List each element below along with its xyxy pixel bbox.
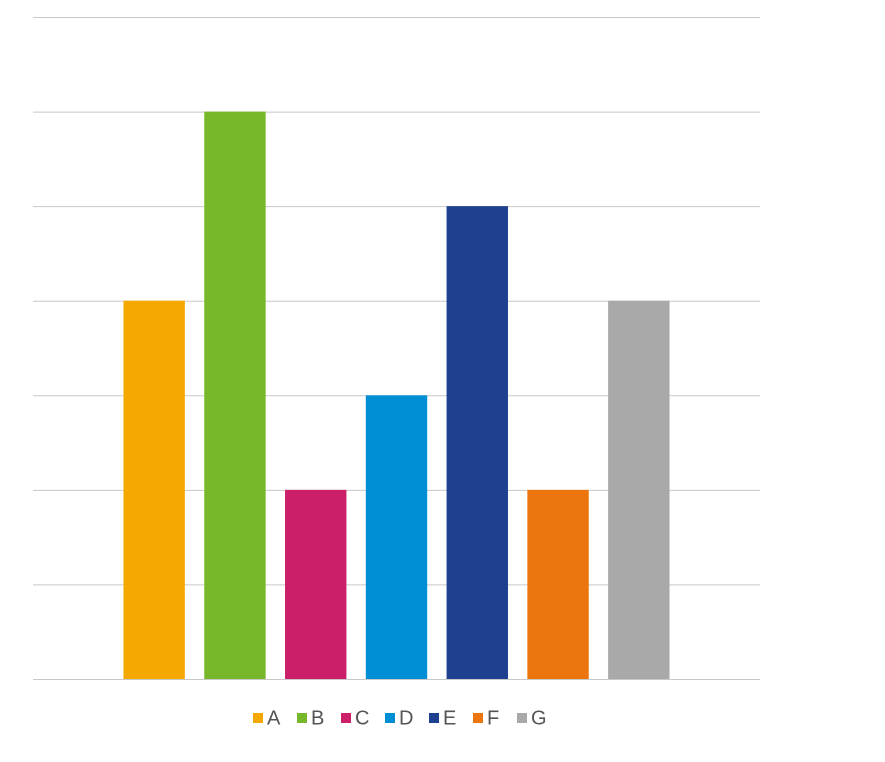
legend-swatch [341,713,351,723]
legend-swatch [297,713,307,723]
legend-label: D [399,707,413,729]
bar [608,300,670,679]
bar [204,111,266,680]
legend-label: E [443,707,456,729]
legend-label: F [487,707,499,729]
legend-swatch [253,713,263,723]
legend-label: G [531,707,547,729]
legend-swatch [517,713,527,723]
bar [285,489,347,679]
bar [365,395,428,679]
bar [446,206,508,679]
legend-swatch [385,713,395,723]
legend-label: B [311,707,324,729]
legend-swatch [429,713,439,723]
legend-label: A [267,707,281,729]
bar [527,489,589,679]
legend-label: C [355,707,369,729]
legend-swatch [473,713,483,723]
bar [123,300,185,679]
